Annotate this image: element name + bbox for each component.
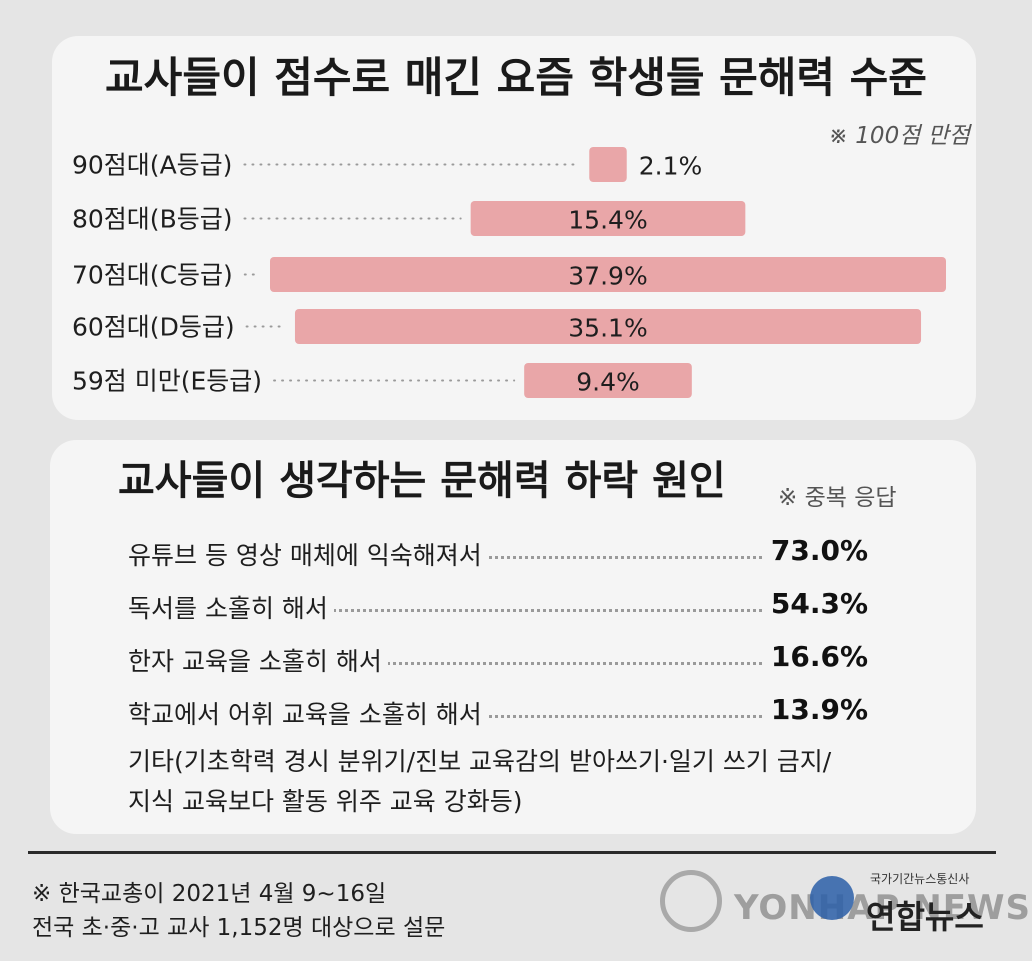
cause-label: 학교에서 어휘 교육을 소홀히 해서 [128, 695, 488, 731]
cause-value: 16.6% [764, 640, 868, 673]
other-causes: 기타(기초학력 경시 분위기/진보 교육감의 받아쓰기·일기 쓰기 금지/ 지식… [128, 742, 958, 822]
cause-label: 유튜브 등 영상 매체에 익숙해져서 [128, 536, 488, 572]
cause-row: 한자 교육을 소홀히 해서 16.6% [128, 640, 868, 680]
score-note: ※ 100점 만점 [828, 123, 970, 149]
cause-row: 유튜브 등 영상 매체에 익숙해져서 73.0% [128, 534, 868, 574]
cause-label: 독서를 소홀히 해서 [128, 589, 334, 625]
category-label: 59점 미만(E등급) [72, 367, 262, 396]
dot-leader [128, 609, 762, 612]
cause-value: 13.9% [764, 693, 868, 726]
logo-subtitle: 국가기간뉴스통신사 [870, 872, 970, 886]
score-bar [524, 363, 692, 398]
category-label: 80점대(B등급) [72, 205, 232, 234]
chart-title: 교사들이 점수로 매긴 요즘 학생들 문해력 수준 [105, 53, 927, 102]
value-label: 35.1% [568, 314, 647, 343]
value-label: 9.4% [576, 368, 640, 397]
score-bar [470, 201, 746, 236]
cause-value: 73.0% [764, 534, 868, 567]
causes-note: ※ 중복 응답 [778, 485, 897, 511]
category-label: 70점대(C등급) [72, 261, 233, 290]
globe-icon [810, 876, 854, 920]
category-label: 90점대(A등급) [72, 151, 232, 180]
divider [28, 851, 996, 854]
cause-value: 54.3% [764, 587, 868, 620]
other-causes-line1: 기타(기초학력 경시 분위기/진보 교육감의 받아쓰기·일기 쓰기 금지/ [128, 747, 832, 776]
dot-leader [128, 662, 762, 665]
causes-panel [50, 440, 976, 834]
source-line2: 전국 초·중·고 교사 1,152명 대상으로 설문 [32, 915, 446, 941]
cause-row: 학교에서 어휘 교육을 소홀히 해서 13.9% [128, 693, 868, 733]
cause-label: 한자 교육을 소홀히 해서 [128, 642, 388, 678]
watermark-text: YONHAP NEWS [734, 888, 1031, 928]
score-bar [294, 309, 922, 344]
causes-title: 교사들이 생각하는 문해력 하락 원인 [118, 458, 726, 504]
logo-name: 연합뉴스 [866, 898, 984, 936]
other-causes-line2: 지식 교육보다 활동 위주 교육 강화등) [128, 787, 523, 816]
value-label: 15.4% [568, 206, 647, 235]
score-bar [270, 257, 946, 292]
yonhap-watermark: YONHAP NEWS 국가기간뉴스통신사 연합뉴스 [660, 866, 1030, 946]
yonhap-circle-icon [660, 870, 722, 932]
cause-row: 독서를 소홀히 해서 54.3% [128, 587, 868, 627]
value-label: 2.1% [639, 152, 703, 181]
source-line1: ※ 한국교총이 2021년 4월 9~16일 [32, 881, 387, 907]
yonhap-logo: 국가기간뉴스통신사 연합뉴스 [810, 866, 1020, 946]
category-label: 60점대(D등급) [72, 313, 235, 342]
score-bar [589, 147, 627, 182]
value-label: 37.9% [568, 262, 647, 291]
